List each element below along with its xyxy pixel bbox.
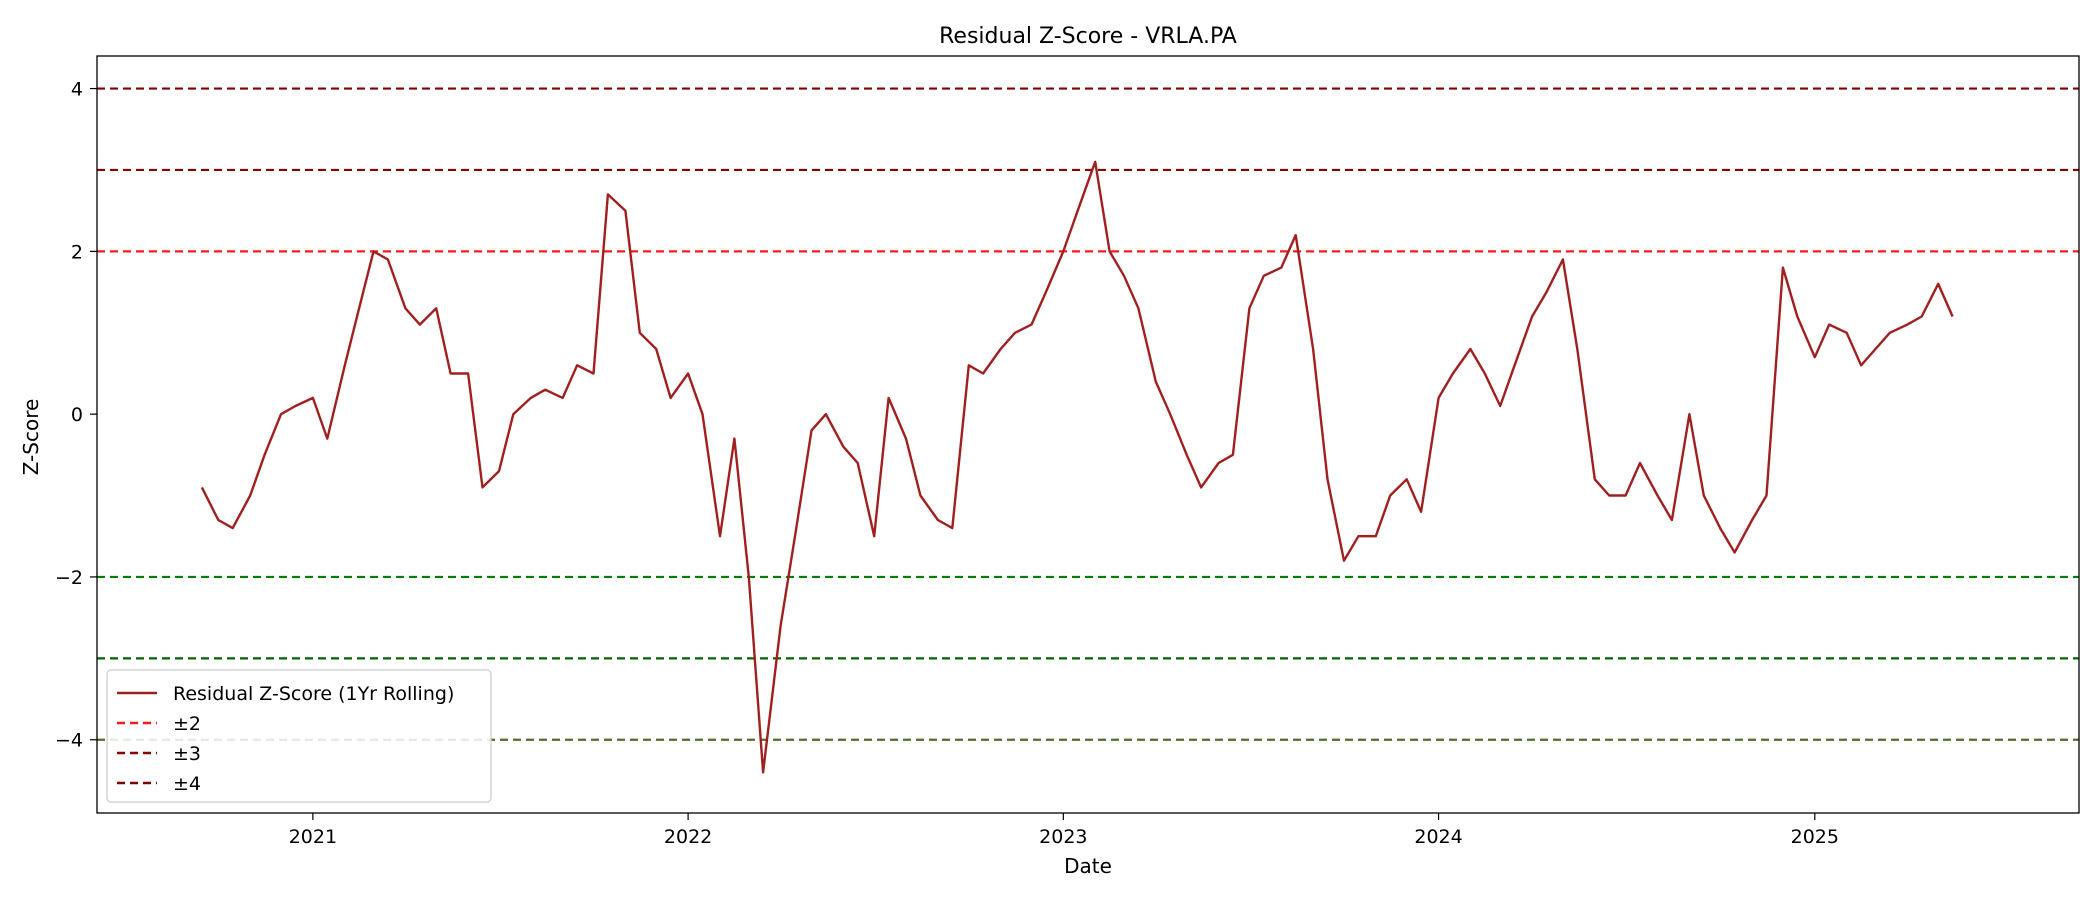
chart-title: Residual Z-Score - VRLA.PA xyxy=(939,24,1237,49)
x-tick-label: 2022 xyxy=(664,826,712,848)
y-axis-ticks: −4 −2 0 2 4 xyxy=(55,79,97,752)
y-tick-label: −4 xyxy=(55,730,83,752)
y-tick-label: 2 xyxy=(71,241,83,263)
x-tick-label: 2023 xyxy=(1039,826,1087,848)
plot-frame xyxy=(96,55,2080,814)
legend-box xyxy=(106,669,492,803)
legend-entry-ref-2: ±2 xyxy=(117,713,201,735)
y-axis-label: Z-Score xyxy=(19,399,43,476)
x-axis-label: Date xyxy=(1064,854,1112,878)
x-axis-ticks: 2021 2022 2023 2024 2025 xyxy=(289,813,1839,848)
legend-label: Residual Z-Score (1Yr Rolling) xyxy=(173,683,454,705)
reference-lines xyxy=(97,87,2079,741)
legend-entry-ref-3: ±3 xyxy=(117,743,201,765)
series-line-0 xyxy=(200,160,1954,774)
series-layer xyxy=(200,160,1954,774)
x-tick-label: 2024 xyxy=(1414,826,1462,848)
x-tick-label: 2025 xyxy=(1791,826,1839,848)
legend-entry-series: Residual Z-Score (1Yr Rolling) xyxy=(117,683,454,705)
y-tick-label: 0 xyxy=(71,404,83,426)
legend: Residual Z-Score (1Yr Rolling) ±2 ±3 ±4 xyxy=(106,669,492,803)
legend-label: ±3 xyxy=(173,743,201,765)
x-tick-label: 2021 xyxy=(289,826,337,848)
y-tick-label: −2 xyxy=(55,567,83,589)
legend-label: ±2 xyxy=(173,713,201,735)
legend-label: ±4 xyxy=(173,773,201,795)
y-tick-label: 4 xyxy=(71,79,83,101)
legend-entry-ref-4: ±4 xyxy=(117,773,201,795)
